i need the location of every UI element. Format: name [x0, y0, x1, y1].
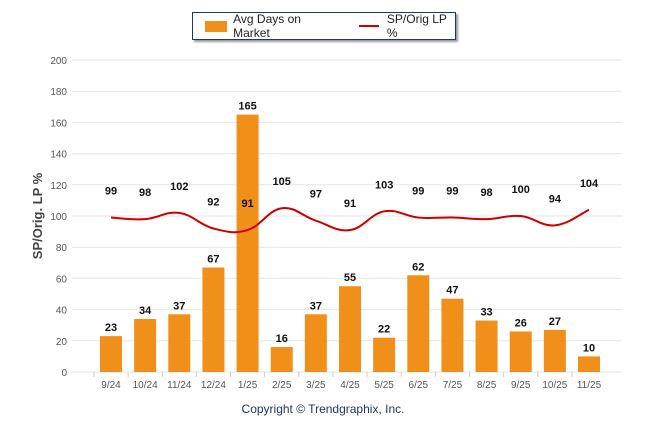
- x-tick-label: 11/24: [167, 380, 192, 391]
- line-data-label: 91: [344, 198, 356, 210]
- legend-line-label: SP/Orig LP %: [386, 12, 447, 40]
- line-data-label: 97: [310, 189, 322, 201]
- line-data-label: 103: [375, 179, 393, 191]
- line-data-label: 99: [105, 186, 117, 198]
- bar-data-label: 23: [105, 322, 117, 334]
- bar-data-label: 47: [446, 285, 458, 297]
- bar-data-label: 22: [378, 324, 390, 336]
- y-axis-title: SP/Orig. LP %: [30, 172, 45, 259]
- line-data-label: 98: [139, 187, 151, 199]
- line-data-label: 102: [170, 181, 188, 193]
- legend-bar-label: Avg Days on Market: [233, 12, 301, 40]
- x-tick-label: 9/25: [511, 380, 531, 391]
- legend: Avg Days on Market SP/Orig LP %: [192, 12, 456, 40]
- line-data-label: 99: [412, 186, 424, 198]
- y-tick-label: 40: [56, 306, 68, 317]
- bar: [407, 275, 430, 372]
- x-tick-label: 3/25: [306, 380, 326, 391]
- x-tick-label: 1/25: [238, 380, 258, 391]
- x-tick-label: 10/25: [542, 380, 567, 391]
- bar-data-label: 16: [276, 333, 288, 345]
- bar-data-label: 27: [549, 316, 561, 328]
- line-data-label: 100: [512, 184, 530, 196]
- y-tick-label: 120: [50, 181, 67, 192]
- bar: [373, 337, 396, 372]
- bar: [100, 336, 122, 372]
- legend-bar-swatch: [205, 20, 228, 32]
- bar: [441, 298, 464, 372]
- x-tick-label: 9/24: [101, 380, 121, 391]
- bar: [168, 314, 191, 372]
- bar: [578, 356, 600, 372]
- bar: [270, 347, 293, 372]
- y-tick-label: 20: [56, 337, 68, 348]
- x-tick-label: 7/25: [443, 380, 463, 391]
- bar-data-label: 33: [480, 307, 492, 319]
- y-tick-label: 180: [50, 87, 67, 98]
- bar-data-label: 10: [583, 342, 595, 354]
- legend-line-swatch: [358, 25, 379, 27]
- line-data-label: 94: [549, 193, 562, 205]
- x-tick-label: 8/25: [477, 380, 497, 391]
- bar-data-label: 62: [412, 261, 424, 273]
- bar-data-label: 67: [207, 253, 219, 265]
- y-tick-label: 0: [61, 368, 67, 379]
- x-tick-label: 11/25: [577, 380, 602, 391]
- line-data-label: 98: [480, 187, 492, 199]
- line-data-label: 92: [207, 196, 219, 208]
- bar: [304, 314, 327, 372]
- x-tick-label: 6/25: [409, 380, 429, 391]
- bar: [475, 320, 498, 372]
- bar: [339, 286, 361, 372]
- bar-data-label: 165: [238, 101, 256, 113]
- bar-data-label: 37: [173, 300, 185, 312]
- line-data-label: 104: [580, 178, 599, 190]
- copyright: Copyright © Trendgraphix, Inc.: [241, 402, 405, 416]
- bar-data-label: 37: [310, 300, 322, 312]
- bar: [509, 331, 532, 372]
- line-data-label: 91: [241, 198, 253, 210]
- y-tick-label: 160: [50, 118, 67, 129]
- y-tick-label: 100: [50, 212, 67, 223]
- line-data-label: 105: [273, 176, 291, 188]
- y-tick-label: 60: [56, 274, 68, 285]
- bar: [134, 318, 157, 372]
- bar: [202, 267, 225, 372]
- y-tick-label: 140: [50, 150, 67, 161]
- line-series: [110, 207, 590, 234]
- bar: [543, 329, 566, 372]
- bar: [236, 114, 259, 372]
- bar-data-label: 55: [344, 272, 356, 284]
- x-tick-label: 2/25: [272, 380, 292, 391]
- bar-data-label: 34: [139, 305, 152, 317]
- y-tick-label: 80: [56, 243, 68, 254]
- x-tick-label: 10/24: [133, 380, 158, 391]
- x-tick-label: 4/25: [340, 380, 360, 391]
- x-tick-label: 5/25: [374, 380, 394, 391]
- y-tick-label: 200: [50, 56, 67, 67]
- x-tick-label: 12/24: [201, 380, 226, 391]
- line-data-label: 99: [446, 186, 458, 198]
- bar-data-label: 26: [515, 317, 527, 329]
